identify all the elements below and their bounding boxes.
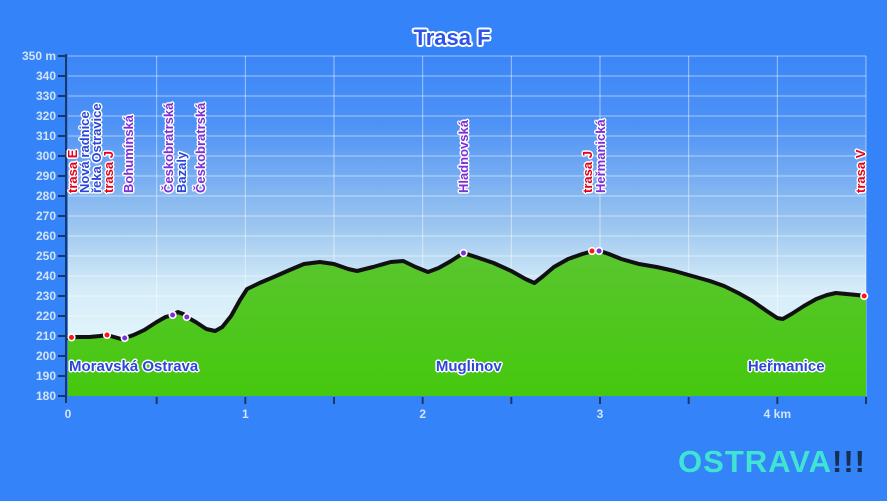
- district-label: Muglinov: [435, 358, 502, 375]
- district-label: Heřmanice: [747, 358, 825, 375]
- ostrava-logo: OSTRAVA!!!: [678, 444, 866, 480]
- elevation-area-fill: [68, 251, 866, 396]
- y-tick-label: 190: [35, 369, 56, 383]
- y-tick-label: 340: [35, 69, 56, 83]
- x-tick-label: 4 km: [763, 407, 792, 421]
- y-tick-label: 210: [35, 329, 56, 343]
- y-tick-label: 260: [35, 229, 56, 243]
- y-tick-label: 310: [35, 129, 56, 143]
- ostrava-logo-exclamation: !!!: [832, 444, 866, 479]
- y-tick-label: 350 m: [21, 49, 56, 63]
- y-tick-label: 290: [35, 169, 56, 183]
- y-tick-label: 330: [35, 89, 56, 103]
- waypoint-marker-dot: [594, 246, 604, 256]
- y-tick-label: 270: [35, 209, 56, 223]
- waypoint-label-route: trasa V: [853, 149, 869, 193]
- district-label: Moravská Ostrava: [68, 358, 199, 375]
- x-tick-label: 3: [596, 407, 604, 421]
- y-tick-label: 250: [35, 249, 56, 263]
- x-tick-label: 1: [241, 407, 249, 421]
- x-tick-label: 2: [419, 407, 426, 421]
- waypoint-label-street: Heřmanická: [593, 119, 609, 193]
- y-tick-label: 300: [35, 149, 56, 163]
- waypoint-marker-dot: [102, 330, 112, 340]
- y-tick-label: 320: [35, 109, 56, 123]
- waypoint-label-street: Českobratrská: [193, 102, 208, 193]
- waypoint-marker-dot: [860, 291, 869, 301]
- waypoint-label-street: Hladnovská: [456, 120, 472, 193]
- chart-title: Trasa F: [413, 25, 491, 50]
- waypoint-marker-dot: [587, 246, 597, 256]
- y-tick-label: 200: [35, 349, 56, 363]
- waypoint-label-street: Bohumínská: [121, 114, 137, 193]
- waypoint-marker-dot: [120, 333, 129, 343]
- y-tick-label: 230: [35, 289, 56, 303]
- y-tick-label: 180: [35, 389, 56, 403]
- y-tick-label: 240: [35, 269, 56, 283]
- y-tick-label: 220: [35, 309, 56, 323]
- x-tick-label: 0: [64, 407, 72, 421]
- waypoint-marker-dot: [67, 333, 76, 342]
- waypoint-label-route: trasa J: [101, 151, 117, 193]
- waypoint-label-place: Bazaly: [174, 151, 190, 193]
- waypoint-marker-dot: [182, 312, 191, 322]
- y-tick-label: 280: [35, 189, 56, 203]
- ostrava-logo-text: OSTRAVA: [678, 444, 833, 479]
- waypoint-marker-dot: [459, 248, 468, 258]
- waypoint-marker-dot: [168, 310, 177, 320]
